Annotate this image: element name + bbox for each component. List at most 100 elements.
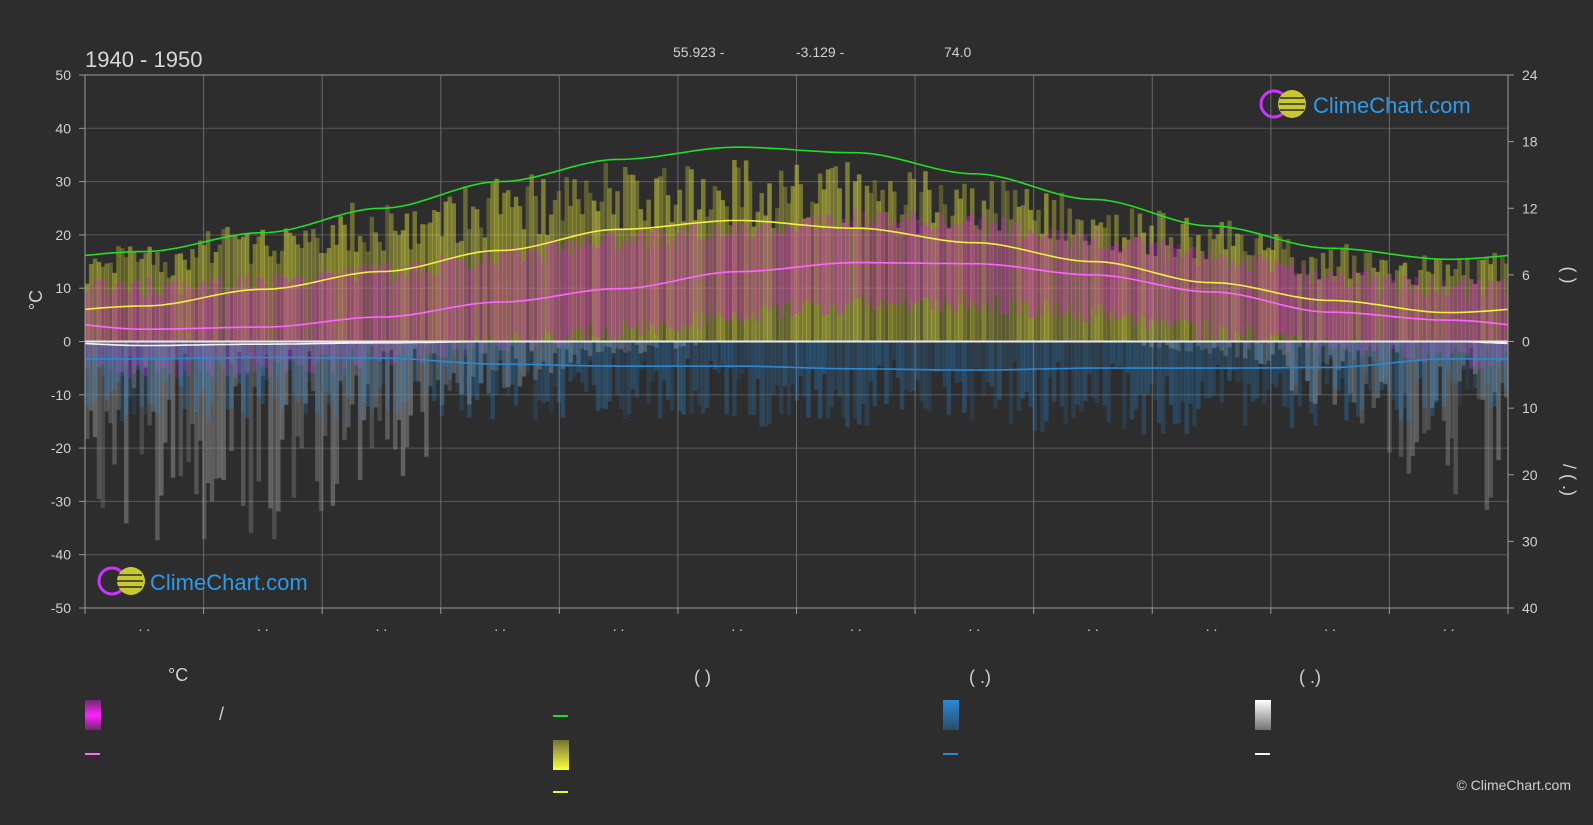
rain-day-bar — [763, 341, 768, 427]
sunshine-day-bar — [494, 178, 499, 342]
axes: 50 40 30 20 10 0 -10 -20 -30 -40 -50 24 18 12 6 0 10 20 30… — [51, 67, 1538, 634]
temp-range-day-bar — [517, 250, 523, 339]
rain-day-bar — [989, 341, 994, 387]
snow-day-bar — [1184, 341, 1189, 352]
snow-day-bar — [1359, 341, 1365, 424]
snow-day-bar — [1402, 341, 1408, 394]
sunshine-day-bar — [599, 201, 605, 342]
sunshine-day-bar — [1402, 262, 1408, 342]
sunshine-day-bar — [135, 261, 141, 342]
temp-range-day-bar — [506, 246, 511, 352]
snow-day-bar — [1235, 341, 1240, 358]
sunshine-day-bar — [658, 176, 663, 342]
daylight-line — [84, 146, 1509, 261]
snow-day-bar — [104, 341, 109, 412]
sunshine-day-bar — [626, 174, 632, 342]
sunshine-day-bar — [915, 233, 920, 342]
rain-day-bar — [1437, 341, 1443, 365]
snow-day-bar — [1277, 341, 1283, 350]
snow-day-bar — [1281, 341, 1287, 356]
rain-day-bar — [1200, 341, 1205, 382]
rain-day-bar — [1207, 341, 1213, 399]
period-title: 1940 - 1950 — [85, 47, 202, 72]
rain-day-bar — [268, 341, 273, 361]
rain-day-bar — [260, 341, 265, 404]
sunshine-day-bar — [174, 254, 180, 342]
sunshine-day-bar — [116, 246, 121, 342]
sunshine-day-bar — [837, 188, 842, 342]
snow-day-bar — [100, 341, 106, 508]
rain-day-bar — [123, 341, 129, 415]
sunshine-day-bar — [1125, 239, 1131, 342]
y-left-tick-label: -50 — [51, 600, 71, 616]
rain-day-bar — [747, 341, 753, 415]
sunshine-day-bar — [1090, 219, 1096, 342]
snow-day-bar — [139, 341, 145, 455]
snow-day-bar — [1367, 341, 1373, 357]
sunshine-day-bar — [884, 211, 889, 342]
temp-range-day-bar — [716, 225, 722, 312]
rain-day-bar — [892, 341, 897, 360]
sunshine-day-bar — [654, 178, 659, 342]
sunshine-day-bar — [700, 179, 706, 342]
temp-range-day-bar — [389, 282, 394, 366]
snow-day-bar — [1379, 341, 1384, 382]
rain-day-bar — [1340, 341, 1345, 379]
sunshine-day-bar — [178, 253, 184, 342]
temp-range-day-bar — [459, 259, 464, 340]
temp-range-day-bar — [381, 265, 386, 359]
rain-day-bar — [166, 341, 172, 400]
snow-day-bar — [681, 341, 686, 347]
rain-day-bar — [743, 341, 749, 369]
temp-range-day-bar — [775, 229, 780, 306]
rain-day-bar — [884, 341, 889, 405]
rain-day-bar — [1309, 341, 1314, 414]
rain-day-bar — [977, 341, 983, 372]
rain-day-bar — [334, 341, 340, 420]
snow-day-bar — [151, 341, 156, 412]
temp-range-day-bar — [1188, 246, 1193, 324]
sunshine-day-bar — [798, 184, 803, 342]
rain-day-bar — [322, 341, 328, 392]
rain-day-bar — [1367, 341, 1373, 392]
y-left-tick-label: 0 — [63, 334, 71, 350]
sunshine-day-bar — [225, 226, 230, 342]
rain-day-bar — [108, 341, 113, 392]
snow-day-bar — [248, 341, 254, 533]
rain-day-bar — [1285, 341, 1291, 408]
temp-range-day-bar — [1231, 260, 1236, 342]
sunshine-day-bar — [1180, 223, 1186, 342]
snow-day-bar — [552, 341, 558, 354]
x-tick-label: . . — [494, 618, 506, 634]
rain-day-bar — [1090, 341, 1096, 399]
temp-range-day-bar — [478, 263, 484, 353]
temp-range-day-bar — [576, 247, 581, 328]
sunshine-day-bar — [1164, 245, 1170, 342]
temp-range-day-bar — [1118, 250, 1123, 320]
y-left-tick-label: 20 — [55, 227, 71, 243]
sunshine-day-bar — [1141, 232, 1147, 342]
rain-day-bar — [151, 341, 156, 405]
rain-day-bar — [1410, 341, 1416, 362]
snow-day-bar — [1445, 341, 1451, 466]
rain-day-bar — [599, 341, 605, 408]
temp-range-day-bar — [1020, 236, 1026, 301]
temp-range-day-bar — [525, 249, 531, 343]
rain-day-bar — [1426, 341, 1431, 358]
temp-range-day-bar — [669, 236, 675, 329]
snow-day-bar — [186, 341, 191, 462]
temp-range-day-bar — [923, 222, 928, 298]
rain-day-bar — [1297, 341, 1302, 407]
temp-range-day-bar — [1484, 289, 1490, 351]
sunshine-day-bar — [303, 230, 308, 342]
sunshine-day-bar — [771, 228, 776, 342]
snow-day-bar — [143, 341, 148, 368]
temp-range-day-bar — [283, 277, 289, 372]
rain-day-bar — [361, 341, 367, 403]
rain-day-bar — [1196, 341, 1201, 410]
rain-day-bar — [392, 341, 398, 413]
snow-day-bar — [595, 341, 601, 353]
temp-range-day-bar — [771, 232, 776, 309]
temp-range-day-bar — [1044, 234, 1049, 301]
temp-range-day-bar — [658, 247, 663, 325]
